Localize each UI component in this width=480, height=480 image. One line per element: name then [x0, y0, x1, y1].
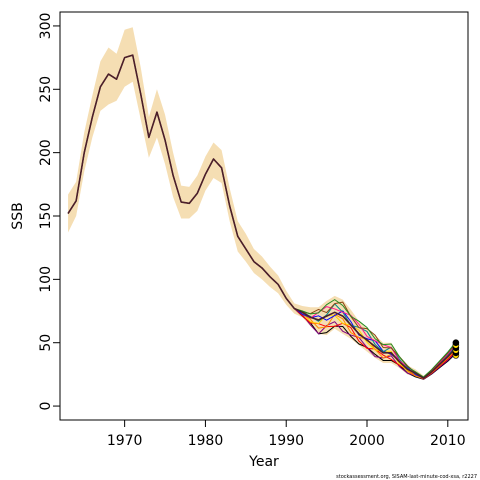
- retro-line: [67, 54, 457, 380]
- terminal-points-layer: [452, 339, 460, 359]
- terminal-point: [452, 339, 460, 347]
- retro-line: [67, 54, 457, 378]
- y-tick-label: 150: [38, 203, 54, 230]
- y-tick-label: 200: [38, 139, 54, 166]
- ci-band: [68, 27, 456, 379]
- retro-line: [67, 54, 457, 379]
- y-axis-title: SSB: [10, 202, 26, 229]
- retro-lines-layer: [67, 54, 457, 380]
- estimate-line: [67, 54, 457, 379]
- retro-line: [67, 54, 457, 380]
- x-tick-label: 2000: [349, 433, 385, 449]
- x-tick-label: 1990: [268, 433, 304, 449]
- ci-band-layer: [68, 27, 456, 379]
- x-axis: 1970 1980 1990 2000 2010: [107, 419, 466, 449]
- retro-line: [67, 54, 457, 379]
- y-tick-label: 50: [38, 334, 54, 352]
- retro-line: [67, 54, 457, 380]
- retro-line: [67, 54, 457, 378]
- y-tick-label: 0: [38, 402, 54, 411]
- y-tick-label: 100: [38, 266, 54, 293]
- y-tick-label: 300: [38, 13, 54, 40]
- y-tick-label: 250: [38, 76, 54, 103]
- estimate-line-layer: [67, 54, 457, 379]
- x-tick-label: 1970: [107, 433, 143, 449]
- x-tick-label: 2010: [430, 433, 466, 449]
- y-axis: 0 50 100 150 200 250 300: [38, 13, 61, 411]
- x-tick-label: 1980: [188, 433, 224, 449]
- credit-text: stockassessment.org, SISAM-last-minute-c…: [336, 474, 477, 480]
- x-axis-title: Year: [248, 454, 279, 470]
- retro-line: [67, 54, 457, 380]
- retro-line: [67, 54, 457, 379]
- retro-line: [67, 54, 457, 379]
